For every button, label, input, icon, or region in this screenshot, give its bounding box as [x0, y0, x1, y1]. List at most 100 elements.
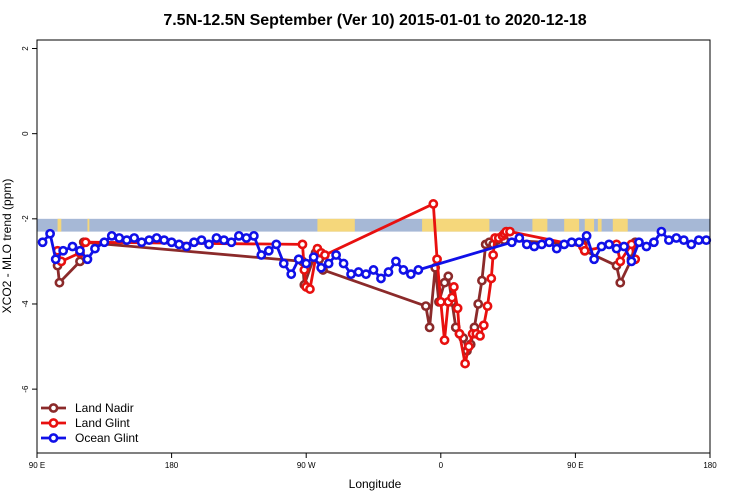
x-tick-label: 0 — [439, 461, 444, 470]
y-tick-label: -2 — [21, 215, 30, 223]
x-tick-label: 90 W — [297, 461, 316, 470]
data-point — [443, 271, 454, 282]
land-band-segment — [422, 218, 490, 232]
land-band-segment — [57, 218, 62, 232]
data-point — [671, 233, 682, 243]
data-point — [331, 250, 342, 260]
data-point — [37, 237, 48, 248]
data-point — [82, 254, 93, 265]
land-ocean-band — [37, 218, 710, 232]
data-point — [323, 258, 334, 269]
data-point — [219, 235, 229, 246]
data-point — [581, 230, 592, 241]
data-point — [211, 233, 222, 243]
data-point — [477, 275, 487, 286]
data-point — [604, 239, 614, 250]
data-point — [293, 254, 304, 265]
data-point — [448, 282, 459, 292]
series-layer — [37, 199, 712, 369]
data-point — [686, 239, 697, 250]
legend-label: Land Glint — [75, 416, 130, 430]
x-axis-label: Longitude — [349, 477, 402, 491]
data-point — [233, 230, 244, 241]
data-point — [626, 256, 637, 267]
y-tick-label: -4 — [21, 300, 30, 308]
data-point — [420, 301, 431, 312]
x-tick-label: 90 E — [29, 461, 45, 470]
data-point — [514, 233, 525, 243]
data-point — [368, 265, 379, 275]
data-point — [361, 269, 371, 280]
data-point — [551, 243, 562, 254]
data-point — [376, 273, 386, 284]
data-point — [566, 237, 577, 248]
data-point — [204, 239, 214, 250]
data-point — [75, 245, 85, 256]
data-point — [75, 256, 85, 267]
legend-item: Land Glint — [41, 416, 130, 430]
data-point — [129, 233, 140, 243]
data-point — [611, 243, 622, 254]
data-point — [544, 237, 555, 248]
data-point — [529, 241, 540, 252]
data-point — [701, 235, 712, 246]
data-point — [579, 245, 590, 256]
data-point — [151, 233, 162, 243]
data-point — [452, 303, 463, 314]
data-point — [435, 296, 446, 307]
data-point — [619, 241, 629, 252]
data-point — [58, 245, 69, 256]
data-point — [454, 328, 465, 339]
data-point — [174, 239, 184, 250]
y-tick-label: -6 — [21, 385, 30, 393]
x-tick-label: 180 — [165, 461, 179, 470]
data-point — [656, 226, 667, 237]
data-point — [398, 265, 409, 275]
data-point — [99, 237, 110, 248]
legend-swatch-marker — [48, 433, 59, 443]
data-point — [482, 301, 493, 312]
data-point — [136, 237, 147, 248]
data-point — [486, 273, 497, 284]
land-band-segment — [87, 218, 90, 232]
data-point — [316, 262, 327, 273]
data-point — [241, 233, 252, 243]
series-line — [56, 236, 637, 353]
data-point — [263, 245, 274, 256]
legend-item: Land Nadir — [41, 401, 134, 415]
land-band-segment — [532, 218, 548, 232]
data-point — [663, 235, 674, 246]
data-point — [308, 252, 319, 263]
data-point — [305, 284, 315, 294]
data-point — [54, 277, 65, 288]
data-point — [80, 237, 91, 248]
data-point — [460, 358, 471, 369]
land-band-segment — [317, 218, 355, 232]
data-point — [626, 239, 637, 250]
data-point — [301, 258, 312, 269]
x-axis: 90 E 180 90 W 0 90 E 180 — [29, 453, 717, 470]
data-point — [353, 267, 364, 277]
data-point — [338, 258, 349, 269]
data-point — [114, 233, 125, 243]
data-point — [432, 254, 442, 265]
land-band-segment — [597, 218, 602, 232]
data-point — [439, 335, 450, 346]
data-point — [589, 254, 599, 265]
data-point — [521, 239, 532, 250]
data-point — [475, 331, 485, 341]
data-point — [278, 258, 289, 269]
data-point — [693, 235, 704, 246]
legend-swatch-marker — [48, 403, 59, 413]
y-axis: 2 0 -2 -4 -6 — [21, 46, 37, 393]
land-band-segment — [612, 218, 628, 232]
data-point — [144, 235, 155, 246]
data-point — [559, 239, 570, 250]
data-point — [189, 237, 199, 248]
data-point — [473, 299, 484, 309]
chart-title: 7.5N-12.5N September (Ver 10) 2015-01-01… — [163, 12, 586, 29]
data-point — [297, 239, 308, 250]
ocean-band — [37, 218, 710, 232]
